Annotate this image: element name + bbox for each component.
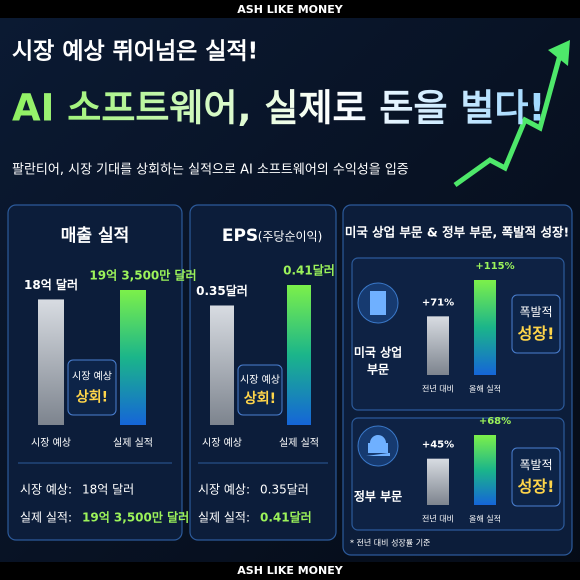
bar [210, 305, 234, 425]
category-label: 전년 대비 [422, 514, 454, 524]
badge [511, 447, 561, 507]
arrow-head [548, 40, 570, 66]
summary-value: 19억 3,500만 달러 [82, 510, 189, 525]
badge [237, 364, 283, 416]
bar [120, 290, 146, 425]
commercial-card [351, 257, 565, 411]
bar-label: +115% [475, 261, 514, 272]
summary-key: 시장 예상: [20, 483, 72, 497]
subtitle: 팔란티어, 시장 기대를 상회하는 실적으로 AI 소프트웨어의 수익성을 입증 [12, 163, 409, 178]
badge-text: 시장 예상 [240, 374, 280, 386]
title-line1: 시장 예상 뛰어넘은 실적! [12, 39, 258, 65]
bar [427, 316, 449, 375]
footnote: * 전년 대비 성장률 기준 [350, 538, 430, 548]
bar [474, 435, 496, 505]
segment-name: 미국 상업 [354, 345, 402, 360]
bar-label: +68% [479, 416, 511, 427]
summary-key: 시장 예상: [198, 483, 250, 497]
badge [67, 359, 117, 416]
bar-label: +45% [422, 440, 454, 451]
badge-text: 폭발적 [519, 305, 552, 319]
category-label: 올해 실적 [469, 514, 501, 524]
panel-title: EPS [222, 226, 258, 246]
badge-text: 성장! [518, 324, 555, 343]
category-label: 전년 대비 [422, 384, 454, 394]
panel-title: 미국 상업 부문 & 정부 부문, 폭발적 성장! [345, 225, 569, 240]
bar [287, 285, 311, 425]
summary-value: 0.35달러 [260, 483, 309, 497]
panel-title: 매출 실적 [61, 226, 129, 246]
badge-text: 시장 예상 [72, 371, 112, 383]
bar-label: 19억 3,500만 달러 [89, 268, 196, 283]
badge-text: 상회! [244, 391, 276, 407]
segment-name: 정부 부문 [354, 489, 402, 504]
bar-label: 0.35달러 [196, 283, 248, 298]
summary-key: 실제 실적: [198, 511, 250, 525]
footer-brand: ASH LIKE MONEY [237, 564, 343, 577]
category-label: 시장 예상 [202, 437, 242, 449]
panel-title-note: (주당순이익) [258, 230, 323, 244]
badge-text: 성장! [518, 477, 555, 496]
bar [474, 280, 496, 375]
category-label: 올해 실적 [469, 384, 501, 394]
bar-label: 18억 달러 [24, 277, 78, 292]
badge [511, 294, 561, 354]
top-banner [0, 0, 580, 18]
summary-value: 18억 달러 [82, 483, 134, 497]
badge-text: 상회! [76, 389, 108, 405]
summary-key: 실제 실적: [20, 511, 72, 525]
summary-value: 0.41달러 [260, 510, 312, 525]
bar-label: +71% [422, 297, 454, 308]
category-label: 실제 실적 [113, 437, 153, 449]
category-label: 시장 예상 [31, 437, 71, 449]
bar [427, 458, 449, 505]
bar-label: 0.41달러 [283, 263, 335, 278]
category-label: 실제 실적 [279, 437, 319, 449]
trend-arrow [453, 54, 563, 188]
bar [38, 299, 64, 425]
government-card [351, 417, 565, 531]
bottom-banner [0, 562, 580, 580]
title-line2: AI 소프트웨어, 실제로 돈을 벌다! [12, 87, 545, 130]
building-shape [370, 291, 386, 315]
brand: ASH LIKE MONEY [237, 3, 343, 16]
badge-text: 폭발적 [519, 458, 552, 472]
capitol-shape [366, 435, 390, 456]
segment-name: 부문 [367, 363, 389, 377]
